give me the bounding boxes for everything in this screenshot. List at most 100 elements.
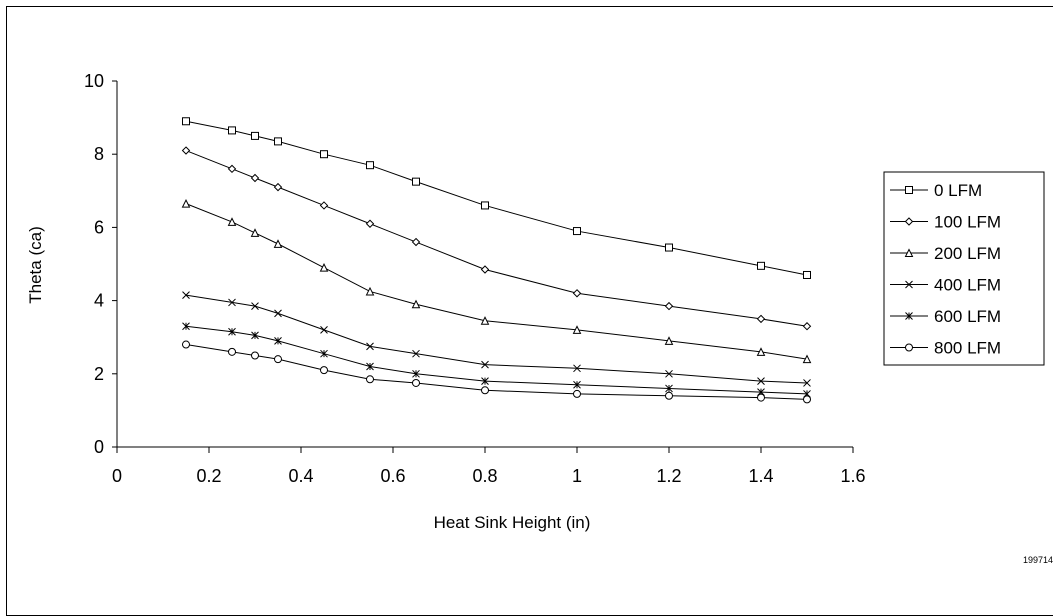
x-tick-label: 0 (112, 466, 122, 486)
series-400-lfm (182, 291, 811, 387)
data-point (412, 177, 420, 186)
legend-label: 200 LFM (934, 244, 1001, 263)
legend-label: 400 LFM (934, 276, 1001, 295)
series-800-lfm (182, 340, 811, 404)
data-point (664, 336, 674, 345)
data-point (182, 340, 190, 349)
legend-marker (905, 186, 913, 194)
data-point (250, 228, 260, 237)
legend-entry: 200 LFM (890, 244, 1001, 263)
data-point (366, 362, 374, 371)
data-point (182, 291, 190, 299)
data-point (756, 347, 766, 356)
legend-entry: 0 LFM (890, 181, 982, 200)
data-point (181, 198, 191, 208)
legend-entry: 800 LFM (890, 339, 1001, 358)
data-point (757, 377, 765, 385)
data-point (319, 263, 329, 272)
series-line (185, 344, 808, 400)
data-point (366, 342, 374, 351)
data-point (802, 322, 812, 331)
data-point (757, 261, 765, 270)
data-point (274, 355, 282, 364)
data-point (573, 380, 581, 389)
data-point (481, 386, 489, 395)
data-point (274, 337, 282, 345)
data-point (366, 375, 374, 384)
data-point (803, 395, 811, 404)
data-point (572, 289, 582, 298)
data-point (573, 364, 581, 373)
data-point (665, 384, 673, 393)
legend-marker (905, 280, 913, 289)
chart-legend: 0 LFM 100 LFM 200 LFM 400 LFM 600 LFM 800 LFM (883, 171, 1045, 366)
data-point (227, 164, 237, 174)
data-point (228, 298, 236, 307)
data-point (481, 201, 489, 210)
data-point (411, 299, 421, 309)
legend-marker (905, 312, 913, 320)
data-point (665, 369, 673, 378)
y-tick-label: 2 (94, 364, 104, 384)
x-tick-label: 1.6 (840, 466, 865, 486)
legend-label: 100 LFM (934, 213, 1001, 232)
data-point (228, 347, 236, 356)
x-tick-label: 0.2 (196, 466, 221, 486)
y-tick-label: 0 (94, 437, 104, 457)
data-point (366, 161, 374, 170)
data-point (250, 173, 260, 183)
y-tick-label: 10 (84, 71, 104, 91)
legend-marker (904, 217, 914, 226)
x-tick-label: 0.4 (288, 466, 313, 486)
series-line (185, 203, 808, 360)
chart-canvas: 0 0.2 0.4 0.6 0.8 1 1.2 1.4 1.6 0 2 4 6 8 10 0 LFM 100 … (26, 71, 1045, 532)
y-axis-title: Theta (ca) (26, 226, 45, 303)
x-tick-label: 1.4 (748, 466, 773, 486)
chart-series-group (181, 117, 812, 404)
data-point (251, 351, 259, 360)
series-600-lfm (182, 322, 811, 398)
series-line (185, 294, 808, 384)
data-point (573, 227, 581, 236)
data-point (365, 219, 375, 228)
x-tick-label: 0.8 (472, 466, 497, 486)
figure-id-label: 199714 (1022, 555, 1053, 565)
chart-axes: 0 0.2 0.4 0.6 0.8 1 1.2 1.4 1.6 0 2 4 6 8 10 (84, 71, 866, 486)
series-100-lfm (181, 146, 812, 331)
legend-entry: 600 LFM (890, 307, 1001, 326)
data-point (573, 389, 581, 398)
legend-label: 800 LFM (934, 339, 1001, 358)
y-tick-label: 8 (94, 144, 104, 164)
data-point (665, 391, 673, 400)
data-point (572, 325, 582, 334)
legend-label: 0 LFM (934, 181, 982, 200)
data-point (365, 286, 375, 296)
data-point (228, 126, 236, 135)
data-point (802, 354, 812, 364)
legend-marker (904, 248, 914, 257)
x-tick-label: 1.2 (656, 466, 681, 486)
data-point (412, 378, 420, 387)
data-point (756, 314, 766, 324)
data-point (320, 326, 328, 334)
series-line (185, 150, 808, 327)
data-point (665, 243, 673, 252)
series-0-lfm (182, 117, 811, 279)
data-point (411, 237, 421, 247)
data-point (251, 331, 259, 340)
data-point (803, 270, 811, 279)
data-point (481, 377, 489, 385)
x-tick-label: 0.6 (380, 466, 405, 486)
data-point (251, 131, 259, 140)
series-line (185, 325, 808, 395)
data-point (320, 349, 328, 358)
data-point (273, 239, 283, 248)
data-point (319, 201, 329, 210)
data-point (182, 117, 190, 126)
data-point (181, 146, 191, 155)
data-point (320, 366, 328, 375)
data-point (757, 393, 765, 402)
y-tick-label: 4 (94, 291, 104, 311)
data-point (274, 137, 282, 146)
legend-box (883, 171, 1045, 366)
